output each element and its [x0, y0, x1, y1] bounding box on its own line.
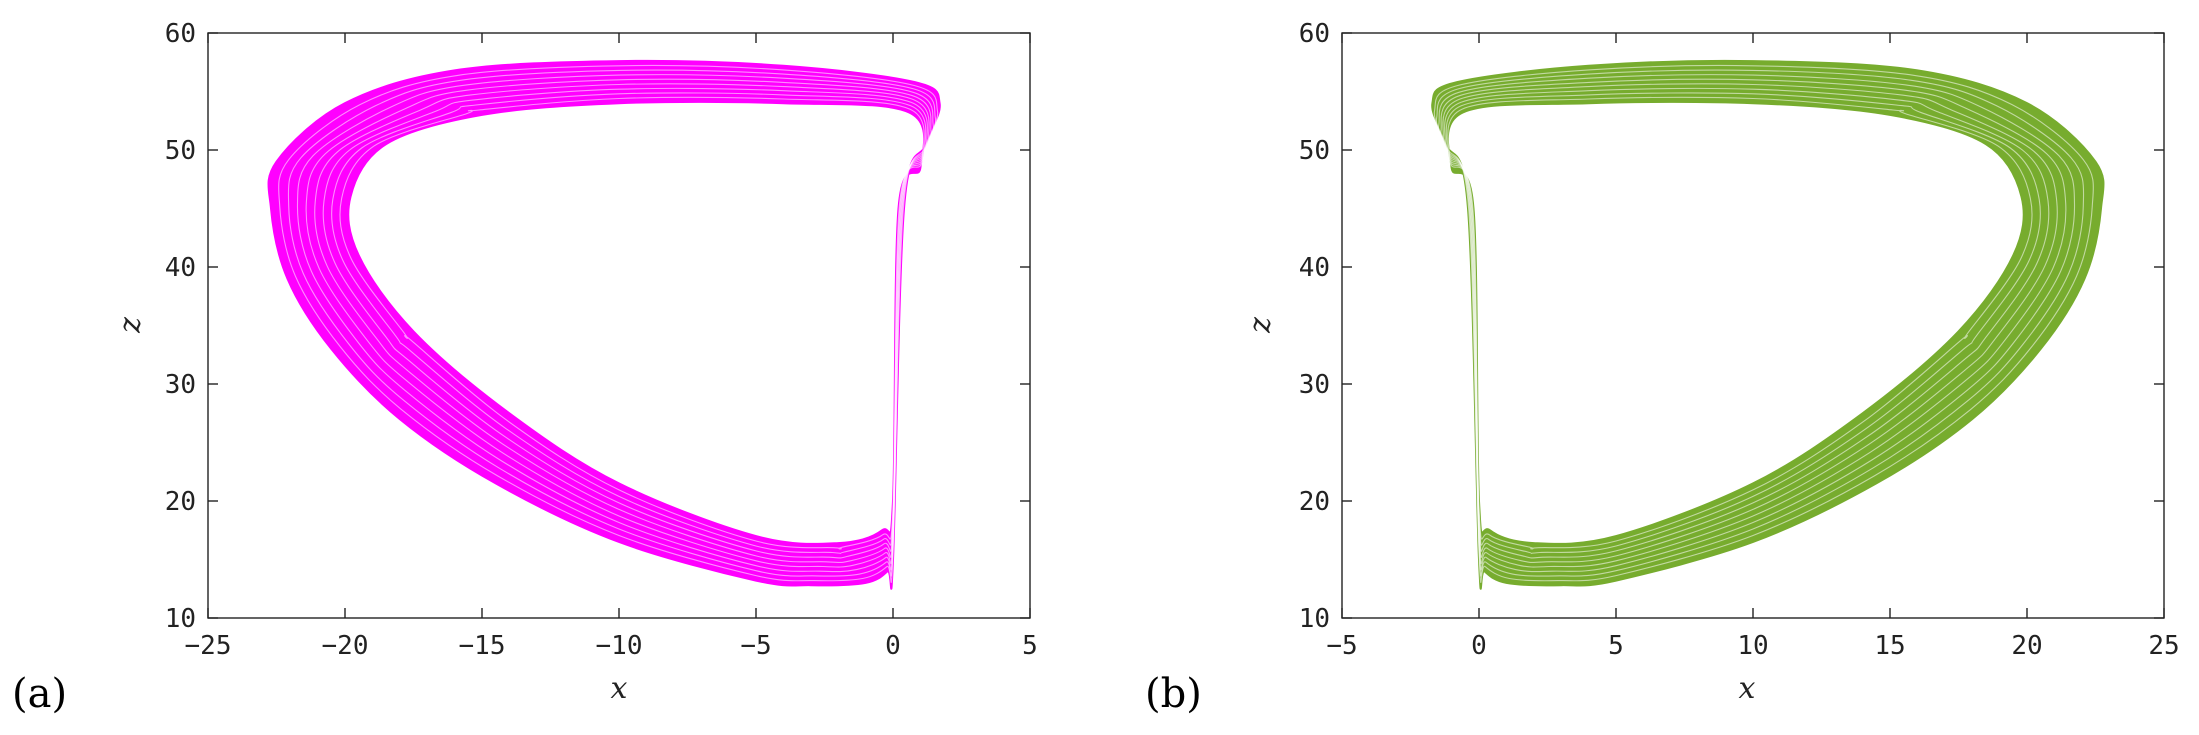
y-tick-label: 10 — [1299, 604, 1330, 634]
trajectory-strand — [331, 92, 927, 554]
x-tick-label: 5 — [1022, 631, 1038, 661]
x-axis-ticks: −5 0 5 10 15 20 25 — [1326, 33, 2180, 661]
x-tick-label: 25 — [2148, 631, 2179, 661]
panel-b: −5 0 5 10 15 20 25 10 20 30 40 50 60 x z (b) — [1145, 19, 2180, 717]
y-tick-label: 60 — [1299, 19, 1330, 49]
y-axis-label: z — [113, 317, 148, 334]
x-tick-label: 0 — [1471, 631, 1487, 661]
panel-label-b: (b) — [1145, 671, 1202, 717]
trajectory-strand — [339, 96, 925, 550]
trajectory-strand — [296, 74, 935, 573]
trajectory-strand — [314, 83, 930, 564]
y-tick-label: 20 — [1299, 487, 1330, 517]
x-axis-label: x — [1739, 671, 1756, 706]
x-axis-ticks: −25 −20 −15 −10 −5 0 5 — [185, 33, 1038, 661]
y-axis-ticks: 10 20 30 40 50 60 — [1299, 19, 2164, 634]
y-axis-ticks: 10 20 30 40 50 60 — [165, 19, 1030, 634]
x-tick-label: −25 — [185, 631, 232, 661]
trajectory-strand — [1442, 83, 2058, 564]
panel-a: −25 −20 −15 −10 −5 0 5 10 20 30 40 50 60 x z (a) — [12, 19, 1038, 717]
trajectory-strand — [1445, 92, 2041, 554]
y-tick-label: 60 — [165, 19, 196, 49]
attractor-trajectory — [267, 59, 941, 590]
x-tick-label: 0 — [885, 631, 901, 661]
y-tick-label: 40 — [1299, 253, 1330, 283]
x-tick-label: 10 — [1737, 631, 1768, 661]
y-tick-label: 50 — [1299, 136, 1330, 166]
y-tick-label: 40 — [165, 253, 196, 283]
y-tick-label: 30 — [165, 370, 196, 400]
x-tick-label: 20 — [2011, 631, 2042, 661]
trajectory-strand — [1447, 96, 2033, 550]
trajectory-strand — [287, 69, 937, 577]
y-axis-label: z — [1243, 317, 1278, 334]
y-tick-label: 20 — [165, 487, 196, 517]
x-tick-label: −5 — [740, 631, 771, 661]
trajectory-strand — [1439, 78, 2067, 568]
trajectory-strand — [1433, 64, 2094, 583]
attractor-trajectory — [1431, 59, 2105, 590]
x-tick-label: −15 — [459, 631, 506, 661]
x-tick-label: −20 — [322, 631, 369, 661]
panel-label-a: (a) — [12, 671, 67, 717]
y-tick-label: 30 — [1299, 370, 1330, 400]
x-tick-label: −5 — [1326, 631, 1357, 661]
trajectory-strand — [322, 87, 929, 559]
trajectory-strand — [1435, 69, 2085, 577]
trajectory-strand — [1437, 74, 2076, 573]
trajectory-strand — [1443, 87, 2050, 559]
x-tick-label: −10 — [596, 631, 643, 661]
x-axis-label: x — [611, 671, 628, 706]
y-tick-label: 10 — [165, 604, 196, 634]
x-tick-label: 15 — [1874, 631, 1905, 661]
x-tick-label: 5 — [1608, 631, 1624, 661]
trajectory-strand — [305, 78, 933, 568]
y-tick-label: 50 — [165, 136, 196, 166]
trajectory-strand — [278, 64, 939, 583]
